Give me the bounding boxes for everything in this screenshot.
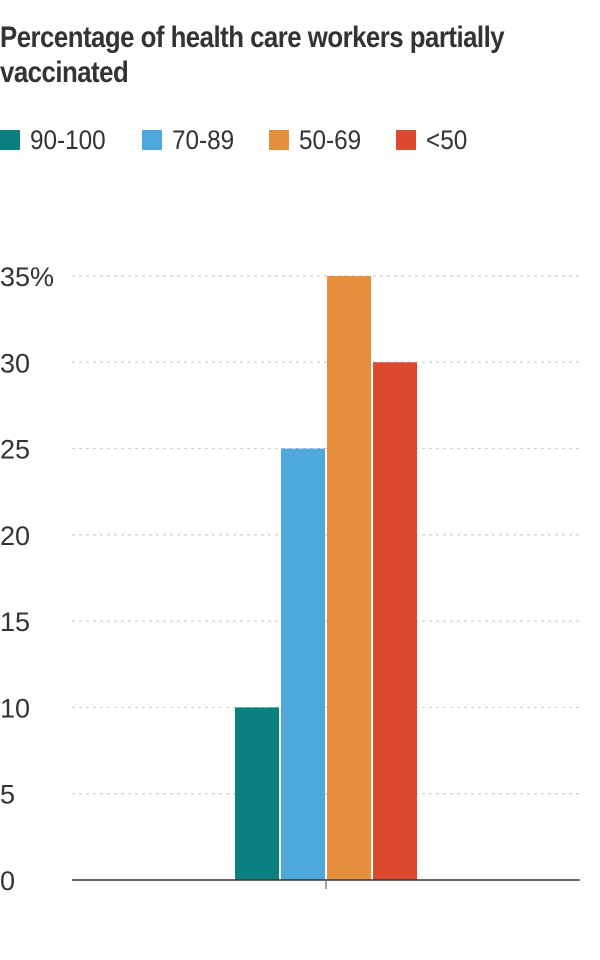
bar-90-100 — [235, 707, 279, 880]
y-tick-label: 10 — [0, 693, 30, 723]
legend-label-under-50: <50 — [426, 124, 468, 155]
legend-label-50-69: 50-69 — [299, 124, 362, 155]
chart-title: Percentage of health care workers partia… — [0, 21, 505, 89]
y-tick-label: 5 — [0, 780, 15, 810]
legend-item-90-100: 90-100 — [0, 125, 114, 156]
legend-item-under-50: <50 — [396, 125, 472, 156]
y-tick-label: 30 — [0, 348, 30, 378]
legend-label-70-89: 70-89 — [172, 124, 235, 155]
legend-item-50-69: 50-69 — [269, 125, 368, 156]
bar-50 — [373, 362, 417, 880]
y-tick-label: 20 — [0, 521, 30, 551]
y-tick-label: 25 — [0, 435, 30, 465]
y-tick-label: 15 — [0, 607, 30, 637]
legend-swatch-under-50 — [396, 130, 417, 150]
y-tick-label: 0 — [0, 866, 15, 896]
legend-item-70-89: 70-89 — [142, 125, 241, 156]
y-tick-label: 35% — [0, 262, 54, 292]
legend: 90-100 70-89 50-69 <50 — [0, 122, 500, 158]
bar-70-89 — [281, 448, 325, 880]
legend-swatch-70-89 — [142, 130, 163, 150]
legend-label-90-100: 90-100 — [30, 124, 106, 155]
legend-swatch-90-100 — [0, 130, 20, 150]
legend-swatch-50-69 — [269, 130, 290, 150]
bar-50-69 — [327, 276, 371, 880]
